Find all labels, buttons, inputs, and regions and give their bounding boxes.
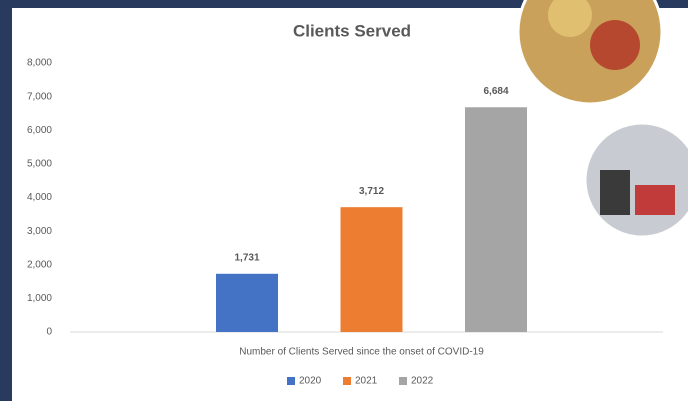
chart-title: Clients Served [293,21,411,40]
legend-swatch [399,377,407,385]
photo-detail [600,170,630,215]
x-tick-label: Number of Clients Served since the onset… [239,347,484,358]
y-tick-label: 7,000 [27,91,52,102]
bar [465,107,527,332]
y-tick-label: 5,000 [27,159,52,170]
y-tick-label: 6,000 [27,125,52,136]
data-label: 1,731 [234,252,259,263]
y-tick-label: 2,000 [27,259,52,270]
photo-detail [635,185,675,215]
legend-label: 2022 [411,376,434,387]
y-tick-label: 1,000 [27,293,52,304]
y-tick-label: 4,000 [27,192,52,203]
photo-detail [548,0,592,37]
y-tick-label: 0 [46,327,52,338]
legend-label: 2020 [299,376,322,387]
y-tick-label: 8,000 [27,58,52,69]
bar [216,273,278,332]
data-label: 6,684 [483,86,508,97]
bar [340,207,403,332]
legend-label: 2021 [355,376,378,387]
data-label: 3,712 [359,186,384,197]
legend-swatch [287,377,295,385]
photo-detail [590,20,640,70]
y-tick-label: 3,000 [27,226,52,237]
legend-swatch [343,377,351,385]
